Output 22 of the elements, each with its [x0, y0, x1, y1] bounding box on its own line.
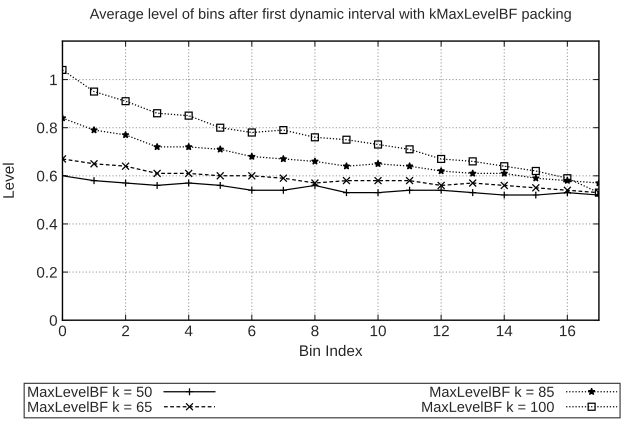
- x-tick-label: 4: [184, 326, 192, 336]
- x-tick-label: 8: [311, 325, 318, 336]
- y-tick-label: 1: [50, 74, 57, 86]
- y-axis-title: Level: [2, 163, 14, 198]
- x-tick-label: 6: [248, 325, 256, 336]
- x-tick-label: 16: [560, 325, 576, 336]
- x-axis-title: Bin Index: [300, 344, 362, 356]
- y-tick-label: 0.6: [36, 170, 57, 182]
- chart-title: Average level of bins after first dynamic interval with kMaxLevelBF packing: [90, 8, 571, 22]
- x-tick-label: 14: [496, 326, 512, 336]
- y-tick-label: 0.4: [36, 218, 58, 230]
- x-tick-label: 12: [434, 325, 449, 336]
- x-tick-label: 10: [370, 325, 386, 336]
- legend-label: MaxLevelBF k = 100: [422, 401, 554, 412]
- y-tick-label: 0.8: [36, 122, 57, 134]
- x-tick-label: 0: [58, 325, 66, 336]
- legend-label: MaxLevelBF k = 50: [28, 386, 152, 397]
- legend-label: MaxLevelBF k = 85: [430, 386, 554, 397]
- x-tick-label: 2: [122, 325, 130, 336]
- legend-label: MaxLevelBF k = 65: [28, 401, 152, 412]
- y-tick-label: 0: [50, 315, 58, 326]
- y-tick-label: 0.2: [36, 266, 57, 278]
